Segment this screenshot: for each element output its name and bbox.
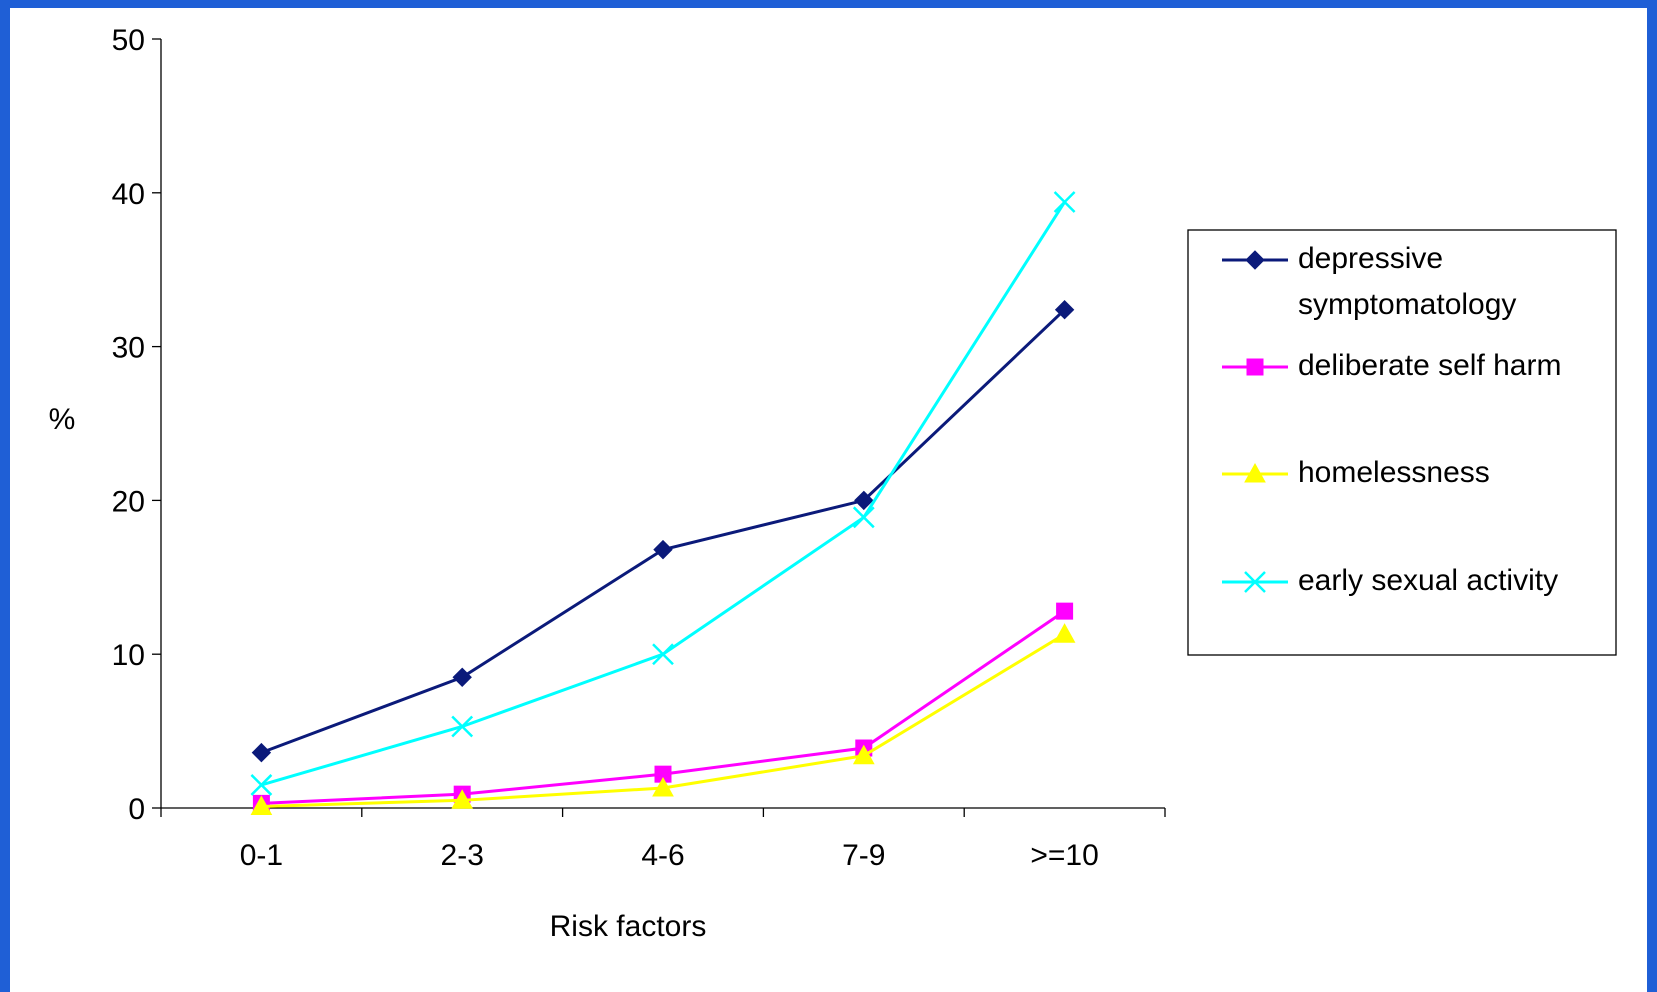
x-tick-label: 2-3 (441, 839, 484, 872)
data-point (250, 774, 273, 796)
x-tick-label: 0-1 (240, 839, 283, 872)
data-point (652, 776, 674, 797)
axes: 0 10 20 30 40 50 0-1 2-3 4-6 7-9 >=10 (112, 24, 1166, 872)
series-line (260, 201, 1066, 787)
legend-marker (1244, 462, 1266, 483)
legend-label-early-sexual: early sexual activity (1298, 564, 1558, 597)
y-tick-label: 0 (128, 793, 145, 826)
data-point (854, 490, 874, 511)
data-point (852, 506, 875, 529)
data-point (852, 744, 875, 765)
y-tick-label: 50 (112, 24, 145, 57)
data-point (452, 667, 472, 687)
data-point (250, 795, 273, 815)
legend-marker (1244, 571, 1266, 593)
y-tick-label: 40 (112, 178, 145, 211)
data-point (1054, 299, 1075, 320)
data-point (653, 539, 673, 560)
data-point (1053, 191, 1076, 213)
legend-marker (1245, 250, 1265, 270)
legend-label-homelessness: homelessness (1298, 456, 1490, 489)
data-point (251, 742, 272, 763)
y-tick-label: 10 (112, 639, 145, 672)
legend-label-depressive-line1: depressive (1298, 242, 1443, 275)
legend-box (1187, 229, 1617, 656)
data-point (1056, 602, 1074, 620)
x-tick-label: 7-9 (842, 839, 885, 872)
y-tick-label: 20 (112, 485, 145, 518)
legend-label-depressive-line2: symptomatology (1298, 288, 1516, 321)
y-axis-label: % (49, 403, 76, 436)
slide-canvas: 0 10 20 30 40 50 0-1 2-3 4-6 7-9 >=10 % Risk facto… (10, 8, 1647, 992)
series-2 (250, 623, 1076, 815)
series-line (260, 308, 1066, 755)
x-tick-label: 4-6 (641, 839, 684, 872)
series-3 (250, 191, 1076, 796)
data-point (1053, 623, 1076, 643)
x-axis-label: Risk factors (550, 910, 707, 943)
series-group (250, 191, 1076, 815)
y-tick-label: 30 (112, 332, 145, 365)
legend: depressive symptomatology deliberate sel… (1187, 229, 1617, 656)
data-point (652, 643, 674, 666)
legend-swatches (1222, 250, 1288, 593)
legend-label-self-harm: deliberate self harm (1298, 349, 1561, 382)
line-chart: 0 10 20 30 40 50 0-1 2-3 4-6 7-9 >=10 % Risk facto… (49, 24, 1617, 943)
data-point (451, 789, 474, 809)
series-0 (251, 299, 1075, 763)
legend-marker (1246, 358, 1264, 376)
data-point (451, 715, 474, 738)
x-tick-label: >=10 (1030, 839, 1098, 872)
